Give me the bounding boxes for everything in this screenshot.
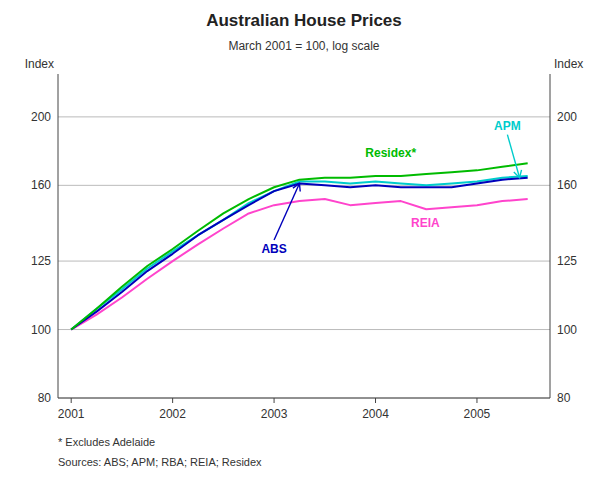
x-tick-label: 2002 [159, 407, 186, 421]
y-tick-label: 100 [31, 323, 51, 337]
annotation-label: Residex* [365, 146, 416, 160]
y2-tick-label: 200 [557, 110, 577, 124]
annotations: ABS Residex* APM REIA [261, 119, 521, 256]
y2-tick-label: 100 [557, 323, 577, 337]
y-axis-line [58, 74, 59, 398]
y2-tick-label: 160 [557, 178, 577, 192]
y2-axis-label: Index [554, 57, 583, 71]
chart: Australian House Prices March 2001 = 100,… [0, 0, 608, 480]
grid-line [58, 398, 550, 399]
annotation-arrow [507, 135, 519, 178]
series-line [71, 199, 527, 329]
y-tick-label: 80 [38, 391, 52, 405]
series-line [71, 178, 527, 330]
series-line [71, 176, 527, 330]
x-tick-label: 2001 [58, 407, 85, 421]
y-tick-label: 125 [31, 254, 51, 268]
y2-tick-label: 80 [557, 391, 571, 405]
grid-line [58, 261, 550, 262]
annotation-label: ABS [261, 242, 286, 256]
subtitle: March 2001 = 100, log scale [228, 39, 379, 53]
grid-line [58, 185, 550, 186]
x-tick [375, 398, 376, 403]
footnote: Sources: ABS; APM; RBA; REIA; Residex [58, 456, 262, 468]
y-tick-label: 160 [31, 178, 51, 192]
annotation-arrowhead [514, 170, 522, 178]
x-tick [172, 398, 173, 403]
x-axis-line [58, 398, 550, 399]
x-tick-label: 2003 [261, 407, 288, 421]
series-line [71, 163, 527, 329]
annotation-arrow [274, 183, 299, 240]
lines [71, 163, 527, 329]
annotation-arrowhead [293, 183, 300, 191]
annotation-label: APM [494, 119, 521, 133]
annotation-label: REIA [411, 216, 440, 230]
grid [58, 117, 550, 398]
title: Australian House Prices [206, 11, 402, 30]
footnote: * Excludes Adelaide [58, 436, 155, 448]
x-tick [71, 398, 72, 403]
grid-line [58, 116, 550, 117]
y-tick-label: 200 [31, 110, 51, 124]
x-tick [476, 398, 477, 403]
y2-tick-label: 125 [557, 254, 577, 268]
y-axis-label: Index [25, 57, 54, 71]
y2-axis-line [550, 74, 551, 398]
x-tick-label: 2005 [464, 407, 491, 421]
x-tick [274, 398, 275, 403]
x-tick-label: 2004 [362, 407, 389, 421]
grid-line [58, 329, 550, 330]
